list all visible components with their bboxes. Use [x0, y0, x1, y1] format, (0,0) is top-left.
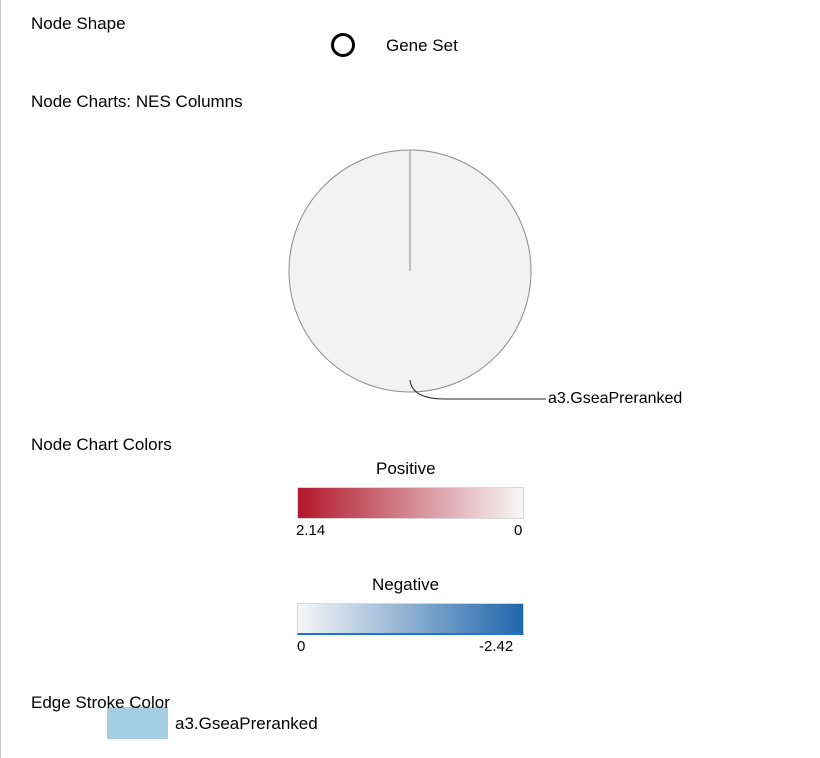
- left-border: [0, 0, 1, 758]
- node-charts-heading: Node Charts: NES Columns: [31, 92, 243, 111]
- circle-icon: [331, 33, 355, 57]
- positive-max-label: 0: [514, 522, 523, 539]
- positive-min-label: 2.14: [296, 522, 326, 539]
- positive-legend-title: Positive: [376, 459, 436, 478]
- edge-stroke-color-heading: Edge Stroke Color: [31, 693, 170, 712]
- negative-min-label: 0: [297, 638, 306, 655]
- node-shape-label: Gene Set: [386, 36, 458, 55]
- pie-chart: [288, 149, 546, 400]
- negative-gradient-bar: [297, 603, 524, 635]
- node-chart-colors-heading: Node Chart Colors: [31, 435, 172, 454]
- node-shape-heading: Node Shape: [31, 14, 126, 33]
- pie-label-leader-line: [409, 379, 546, 400]
- edge-color-swatch: [107, 707, 168, 739]
- positive-gradient-bar: [297, 487, 524, 519]
- pie-slice-label: a3.GseaPreranked: [548, 390, 683, 407]
- edge-color-label: a3.GseaPreranked: [175, 714, 318, 733]
- negative-max-label: -2.42: [479, 638, 514, 655]
- negative-legend-title: Negative: [372, 575, 440, 594]
